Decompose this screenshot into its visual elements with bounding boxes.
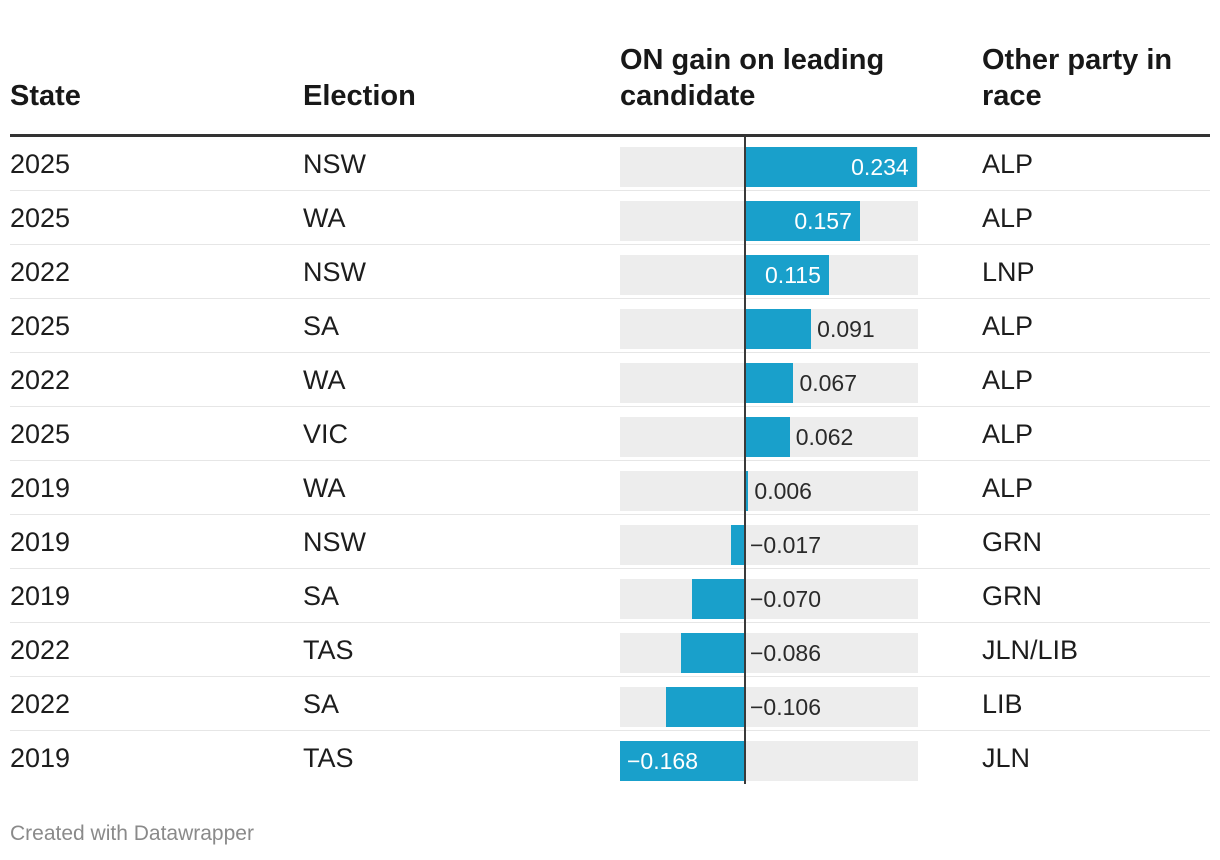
row-divider	[10, 190, 1210, 191]
bar	[744, 309, 812, 349]
state-cell: 2022	[10, 635, 71, 665]
row-divider	[10, 244, 1210, 245]
party-cell: ALP	[982, 311, 1034, 341]
bar	[744, 363, 794, 403]
bar	[731, 525, 744, 565]
bar-value-label: 0.067	[799, 370, 857, 396]
state-cell: 2022	[10, 257, 71, 287]
state-cell: 2025	[10, 203, 71, 233]
row-divider	[10, 730, 1210, 731]
table-header: State Election ON gain on leading candid…	[10, 0, 1210, 134]
bar	[744, 147, 917, 187]
bar-value-label: 0.157	[794, 208, 852, 234]
bar-track	[620, 633, 918, 673]
election-cell: SA	[303, 581, 340, 611]
state-cell: 2019	[10, 743, 71, 773]
bar	[744, 255, 829, 295]
bar-value-label: −0.086	[750, 640, 821, 666]
bar	[692, 579, 744, 619]
bar-value-label: 0.006	[754, 478, 812, 504]
row-divider	[10, 676, 1210, 677]
table-row: 2019 WA 0.006 ALP	[10, 461, 1210, 515]
election-cell: NSW	[303, 149, 366, 179]
bar-track	[620, 579, 918, 619]
bar	[744, 201, 860, 241]
table-row: 2025 NSW 0.234 ALP	[10, 137, 1210, 191]
table-row: 2022 NSW 0.115 LNP	[10, 245, 1210, 299]
header-election[interactable]: Election	[303, 80, 416, 112]
zero-line	[744, 137, 746, 784]
table-row: 2019 TAS −0.168 JLN	[10, 731, 1210, 785]
election-cell: WA	[303, 203, 346, 233]
table-row: 2019 NSW −0.017 GRN	[10, 515, 1210, 569]
party-cell: GRN	[982, 527, 1042, 557]
party-cell: ALP	[982, 149, 1034, 179]
state-cell: 2019	[10, 581, 71, 611]
state-cell: 2025	[10, 149, 71, 179]
bar-value-label: 0.062	[795, 424, 854, 450]
election-cell: NSW	[303, 257, 366, 287]
row-divider	[10, 460, 1210, 461]
bar-value-label: −0.070	[750, 586, 821, 612]
bar-value-label: −0.168	[627, 748, 698, 774]
bar-value-label: −0.017	[750, 532, 821, 558]
election-cell: SA	[303, 689, 340, 719]
state-cell: 2019	[10, 527, 71, 557]
party-cell: JLN/LIB	[982, 635, 1079, 665]
table-row: 2022 WA 0.067 ALP	[10, 353, 1210, 407]
row-divider	[10, 352, 1210, 353]
party-cell: ALP	[982, 419, 1034, 449]
header-gain[interactable]: ON gain on leading candidate	[620, 44, 885, 112]
bar-value-label: 0.115	[765, 262, 821, 288]
bar	[744, 417, 790, 457]
party-cell: LNP	[982, 257, 1035, 287]
election-cell: WA	[303, 473, 346, 503]
table-row: 2025 WA 0.157 ALP	[10, 191, 1210, 245]
row-divider	[10, 406, 1210, 407]
party-cell: ALP	[982, 365, 1034, 395]
state-cell: 2025	[10, 419, 71, 449]
election-cell: VIC	[303, 419, 349, 449]
party-cell: ALP	[982, 203, 1034, 233]
footer-credit: Created with Datawrapper	[10, 822, 254, 845]
bar-value-label: −0.106	[750, 694, 821, 720]
state-cell: 2022	[10, 689, 71, 719]
bar-track	[620, 471, 918, 511]
party-cell: JLN	[982, 743, 1031, 773]
election-cell: SA	[303, 311, 340, 341]
bar	[680, 633, 744, 673]
header-rule	[10, 134, 1210, 137]
election-cell: TAS	[303, 743, 354, 773]
table-row: 2025 SA 0.091 ALP	[10, 299, 1210, 353]
bar	[744, 471, 749, 511]
state-cell: 2019	[10, 473, 71, 503]
table-row: 2022 SA −0.106 LIB	[10, 677, 1210, 731]
row-divider	[10, 622, 1210, 623]
party-cell: LIB	[982, 689, 1023, 719]
bar-value-label: 0.234	[851, 154, 909, 180]
party-cell: ALP	[982, 473, 1034, 503]
party-cell: GRN	[982, 581, 1042, 611]
state-cell: 2022	[10, 365, 71, 395]
election-cell: NSW	[303, 527, 366, 557]
table-row: 2025 VIC 0.062 ALP	[10, 407, 1210, 461]
bar-track	[620, 525, 918, 565]
state-cell: 2025	[10, 311, 71, 341]
election-cell: TAS	[303, 635, 354, 665]
bar-value-label: 0.091	[817, 316, 875, 342]
header-state[interactable]: State	[10, 80, 81, 112]
row-divider	[10, 514, 1210, 515]
row-divider	[10, 298, 1210, 299]
row-divider	[10, 568, 1210, 569]
table-row: 2019 SA −0.070 GRN	[10, 569, 1210, 623]
header-party[interactable]: Other party in race	[982, 44, 1173, 112]
bar	[620, 741, 744, 781]
table-row: 2022 TAS −0.086 JLN/LIB	[10, 623, 1210, 677]
bar	[665, 687, 744, 727]
election-cell: WA	[303, 365, 346, 395]
